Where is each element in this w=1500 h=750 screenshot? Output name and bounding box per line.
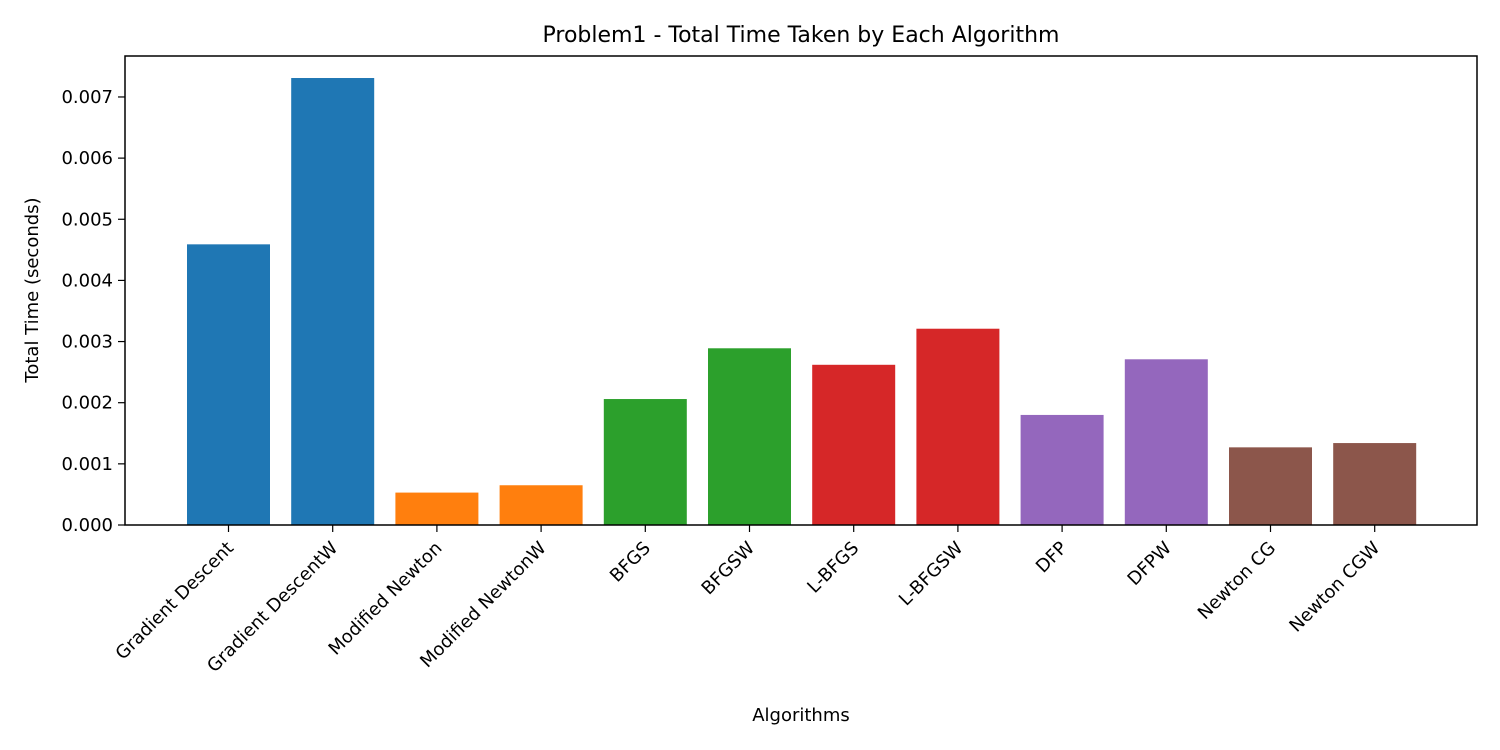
y-tick-label: 0.007 bbox=[61, 87, 113, 108]
bar-l-bfgs bbox=[812, 364, 896, 525]
plot-frame bbox=[124, 55, 1478, 526]
x-axis-title: Algorithms bbox=[752, 705, 850, 726]
bar-dfp bbox=[1020, 414, 1104, 525]
x-tick-label: BFGS bbox=[606, 538, 655, 587]
bar-newton-cgw bbox=[1333, 443, 1417, 525]
bar-dfpw bbox=[1124, 359, 1208, 525]
x-tick-label: DFPW bbox=[1124, 538, 1176, 590]
x-tick-label: L-BFGS bbox=[803, 538, 863, 598]
y-tick-label: 0.005 bbox=[61, 209, 113, 230]
chart-title: Problem1 - Total Time Taken by Each Algo… bbox=[543, 23, 1060, 48]
y-axis: 0.000 0.001 0.002 0.003 0.004 0.005 0.006 0.007 bbox=[61, 87, 125, 536]
bar-modified-newton bbox=[395, 492, 479, 525]
x-tick-label: Newton CGW bbox=[1285, 538, 1384, 637]
y-tick-label: 0.000 bbox=[61, 515, 113, 536]
bar-modified-newtonw bbox=[499, 485, 583, 525]
y-tick-label: 0.006 bbox=[61, 148, 113, 169]
y-tick-label: 0.001 bbox=[61, 454, 113, 475]
y-axis-title: Total Time (seconds) bbox=[22, 197, 43, 383]
x-tick-label: Newton CG bbox=[1194, 538, 1280, 624]
bar-bfgsw bbox=[708, 348, 791, 525]
y-tick-label: 0.002 bbox=[61, 393, 113, 414]
x-tick-label: BFGSW bbox=[698, 538, 760, 600]
y-tick-label: 0.003 bbox=[61, 332, 113, 353]
x-tick-label: L-BFGSW bbox=[895, 538, 968, 611]
bar-newton-cg bbox=[1229, 447, 1312, 525]
bar-l-bfgsw bbox=[916, 328, 1000, 525]
bar-gradient-descent bbox=[187, 244, 270, 525]
bar-bfgs bbox=[603, 399, 687, 525]
x-tick-label: DFP bbox=[1032, 538, 1072, 578]
y-tick-label: 0.004 bbox=[61, 270, 113, 291]
bars-group bbox=[187, 78, 1417, 526]
x-tick-label: Modified Newton bbox=[325, 538, 447, 660]
bar-gradient-descentw bbox=[291, 78, 375, 526]
